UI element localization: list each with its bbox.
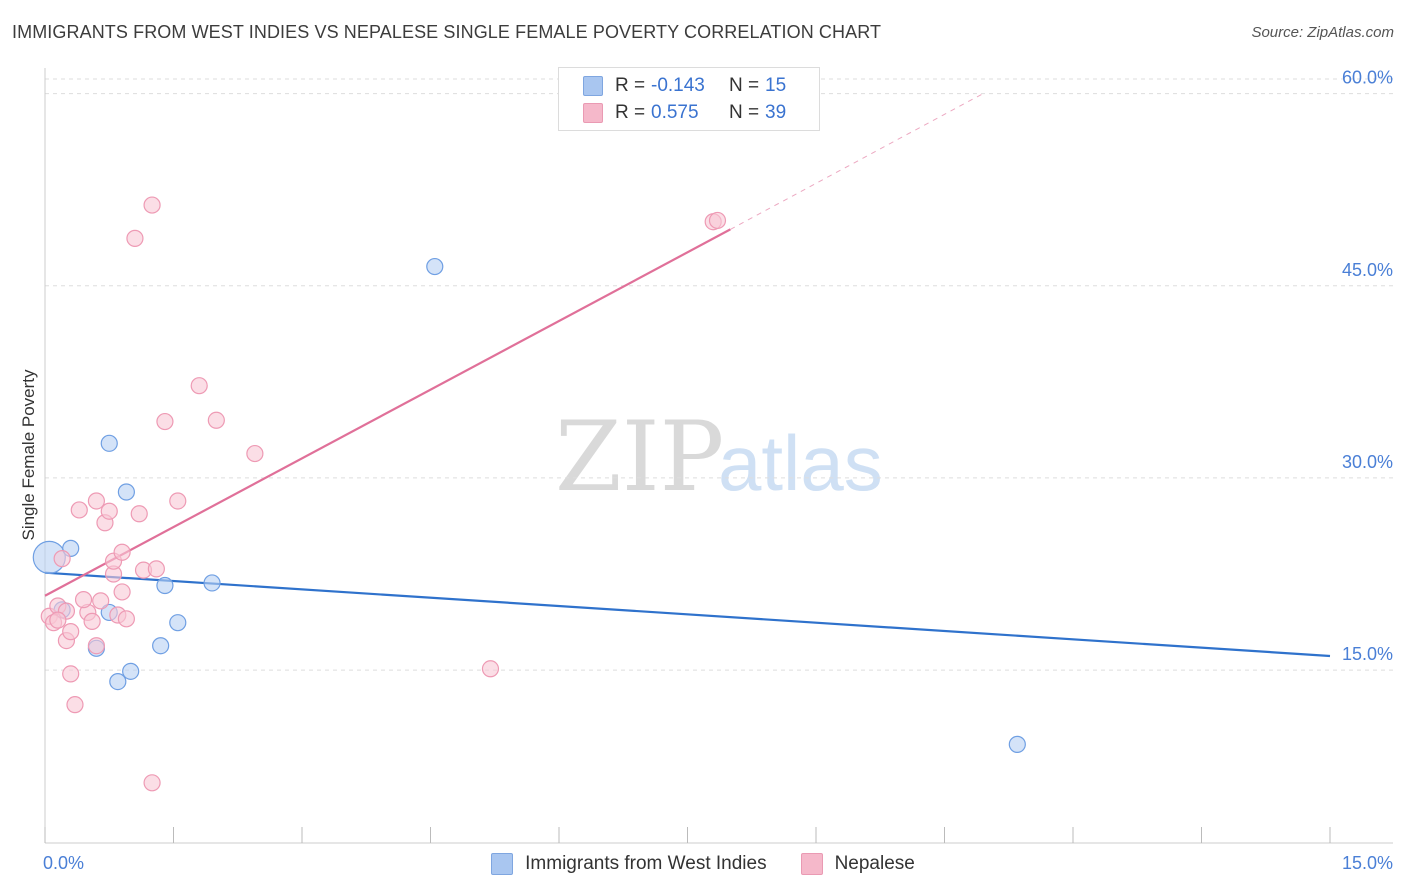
legend-r-value: 0.575 — [651, 102, 699, 123]
series-legend: Immigrants from West Indies Nepalese — [0, 851, 1406, 877]
data-point-nepalese — [62, 623, 80, 641]
data-point-nepalese — [83, 612, 101, 630]
data-point-nepalese — [207, 411, 225, 429]
y-tick-label: 45.0% — [1342, 260, 1393, 280]
legend-item-nepalese[interactable]: Nepalese — [800, 853, 915, 875]
watermark-zip: ZIP — [555, 401, 724, 513]
data-point-nepalese — [143, 774, 161, 792]
data-point-nepalese — [66, 696, 84, 714]
trend-line-extrapolated — [730, 93, 984, 230]
watermark-atlas: atlas — [718, 419, 883, 507]
data-point-nepalese — [87, 637, 106, 655]
data-point-west-indies — [169, 614, 187, 632]
x-tick-label: 0.0% — [43, 853, 84, 873]
data-point-west-indies — [117, 483, 135, 501]
gridlines — [45, 78, 1393, 671]
data-point-nepalese — [246, 444, 264, 463]
correlation-legend: R = -0.143 N = 15 R = 0.575 N = 39 — [558, 67, 820, 131]
legend-r-value: -0.143 — [651, 75, 705, 96]
data-point-nepalese — [126, 229, 144, 247]
data-point-west-indies — [426, 257, 444, 276]
data-point-nepalese — [92, 592, 110, 610]
data-point-west-indies — [100, 434, 118, 452]
data-point-nepalese — [53, 550, 71, 568]
legend-n-label: N = — [729, 102, 760, 123]
legend-label-west-indies: Immigrants from West Indies — [525, 853, 767, 874]
legend-n-value: 39 — [765, 102, 787, 123]
data-point-west-indies — [152, 637, 170, 655]
legend-r-label: R = — [615, 75, 646, 96]
data-points — [32, 196, 1026, 792]
legend-n-value: 15 — [765, 75, 787, 96]
legend-n-label: N = — [729, 75, 760, 96]
legend-swatch-nepalese — [583, 103, 603, 123]
data-point-nepalese — [708, 211, 727, 230]
legend-row-west-indies: R = -0.143 N = 15 — [583, 74, 786, 98]
data-point-nepalese — [113, 543, 131, 561]
legend-label-nepalese: Nepalese — [834, 853, 915, 874]
legend-swatch-nepalese — [800, 853, 823, 875]
data-point-nepalese — [62, 665, 80, 683]
data-point-nepalese — [190, 377, 208, 395]
legend-r-label: R = — [615, 102, 646, 123]
x-tick-label: 15.0% — [1342, 853, 1393, 873]
data-point-west-indies — [203, 574, 221, 592]
x-tick-labels: 0.0% 15.0% — [43, 853, 1393, 873]
data-point-west-indies — [122, 662, 140, 680]
data-point-nepalese — [70, 501, 88, 519]
chart-title: IMMIGRANTS FROM WEST INDIES VS NEPALESE … — [12, 22, 882, 42]
y-tick-label: 15.0% — [1342, 644, 1393, 664]
y-tick-label: 60.0% — [1342, 68, 1393, 88]
data-point-nepalese — [49, 611, 67, 629]
y-axis-label: Single Female Poverty — [19, 369, 38, 541]
trend-line-nepalese — [44, 228, 731, 597]
trend-lines — [44, 93, 1331, 658]
trend-line-west-indies — [44, 571, 1331, 658]
data-point-nepalese — [156, 412, 174, 431]
data-point-nepalese — [130, 505, 148, 523]
legend-row-nepalese: R = 0.575 N = 39 — [583, 101, 786, 125]
legend-swatch-west-indies — [583, 76, 603, 96]
legend-swatch-west-indies — [491, 853, 514, 875]
data-point-nepalese — [100, 502, 118, 520]
data-point-nepalese — [169, 492, 187, 510]
source-credit: Source: ZipAtlas.com — [1251, 24, 1394, 41]
data-point-nepalese — [147, 560, 165, 578]
data-point-west-indies — [109, 672, 127, 691]
watermark: ZIP atlas — [555, 401, 883, 513]
data-point-nepalese — [113, 583, 131, 601]
data-point-nepalese — [87, 492, 106, 510]
data-point-nepalese — [481, 660, 500, 678]
y-tick-labels: 15.0% 30.0% 45.0% 60.0% — [1342, 68, 1393, 664]
data-point-west-indies — [1008, 735, 1026, 753]
y-tick-label: 30.0% — [1342, 452, 1393, 472]
legend-item-west-indies[interactable]: Immigrants from West Indies — [491, 853, 767, 875]
data-point-nepalese — [117, 610, 135, 628]
axes — [44, 68, 1393, 844]
data-point-west-indies — [156, 576, 174, 595]
data-point-nepalese — [143, 196, 161, 214]
data-point-nepalese — [74, 591, 93, 609]
